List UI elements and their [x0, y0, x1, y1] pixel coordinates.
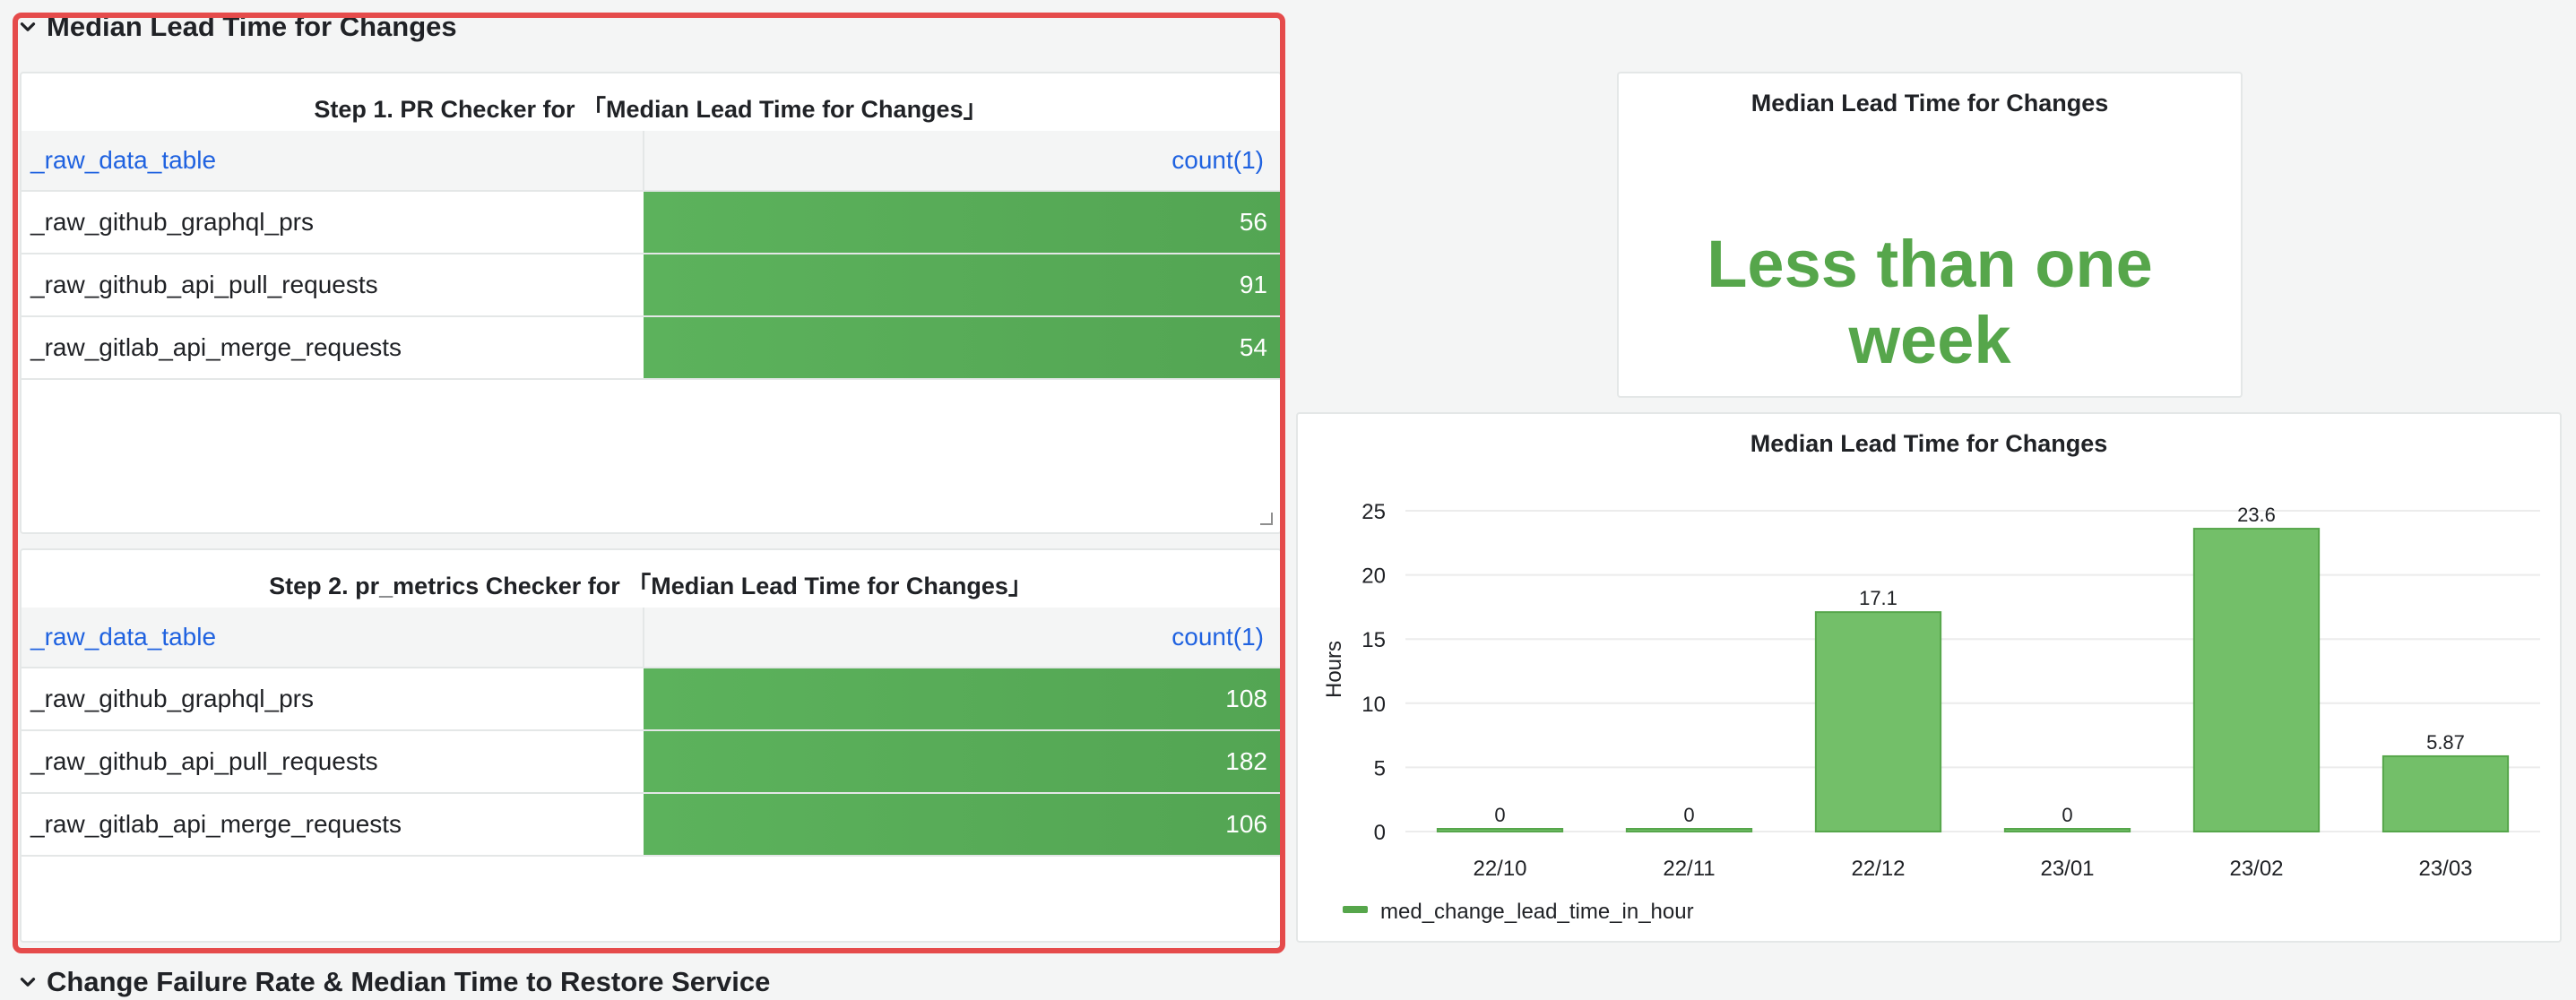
panel-title: Median Lead Time for Changes	[1750, 90, 2109, 116]
panel-title: Step 1. PR Checker for 「Median Lead Time…	[314, 96, 988, 123]
chart-panel: Median Lead Time for Changes 0 5 10 15 20 25 …	[1296, 412, 2562, 943]
cell-table-name: _raw_gitlab_api_merge_requests	[22, 793, 644, 857]
highlight-box	[13, 13, 1285, 953]
chart-bars: 0 0 17.1 0 23.6 5.87	[1436, 504, 2510, 832]
x-tick-label: 22/11	[1663, 857, 1715, 881]
cell-count: 182	[644, 730, 1280, 794]
y-tick-label: 5	[1374, 756, 1386, 780]
stat-panel: Median Lead Time for Changes Less than o…	[1617, 72, 2243, 398]
column-header-count[interactable]: count(1)	[643, 608, 1280, 668]
table-row: _raw_github_graphql_prs 56	[22, 191, 1280, 254]
bar[interactable]	[1625, 828, 1753, 832]
y-axis-label: Hours	[1322, 641, 1346, 698]
step2-table-panel: Step 2. pr_metrics Checker for 「Median L…	[20, 548, 1282, 943]
y-tick-label: 15	[1361, 628, 1386, 652]
table-row: _raw_github_api_pull_requests 182	[22, 730, 1280, 794]
row-toggle-failure-rate[interactable]: Change Failure Rate & Median Time to Res…	[16, 966, 770, 998]
row-title: Change Failure Rate & Median Time to Res…	[47, 966, 771, 997]
chart-grid	[1405, 510, 2540, 832]
cell-count: 56	[644, 191, 1280, 254]
column-header-count[interactable]: count(1)	[643, 131, 1280, 192]
cell-table-name: _raw_github_api_pull_requests	[22, 730, 644, 794]
cell-count: 54	[644, 316, 1280, 380]
y-tick-label: 20	[1361, 565, 1386, 589]
bar-value-label: 5.87	[2426, 731, 2465, 754]
cell-table-name: _raw_gitlab_api_merge_requests	[22, 316, 644, 380]
y-axis-ticks: 0 5 10 15 20 25	[1361, 500, 1386, 845]
resize-handle[interactable]	[1260, 513, 1273, 525]
chevron-down-icon	[20, 22, 36, 31]
bar[interactable]	[2003, 828, 2131, 832]
bar[interactable]	[1436, 828, 1564, 832]
panel-title: Median Lead Time for Changes	[1750, 430, 2108, 457]
bar-value-label: 23.6	[2237, 504, 2276, 526]
panel-title: Step 2. pr_metrics Checker for 「Median L…	[269, 573, 1033, 599]
column-header-table[interactable]: _raw_data_table	[22, 608, 644, 668]
x-tick-label: 22/12	[1851, 857, 1905, 881]
cell-table-name: _raw_github_graphql_prs	[22, 191, 644, 254]
stat-value: Less than one week	[1707, 227, 2153, 377]
cell-table-name: _raw_github_graphql_prs	[22, 668, 644, 731]
x-tick-label: 23/01	[2040, 857, 2094, 881]
x-tick-label: 23/03	[2418, 857, 2472, 881]
x-tick-label: 23/02	[2229, 857, 2283, 881]
y-tick-label: 10	[1361, 693, 1386, 717]
bar[interactable]	[1814, 611, 1942, 832]
bar-value-label: 0	[1683, 804, 1694, 826]
step1-table-panel: Step 1. PR Checker for 「Median Lead Time…	[20, 72, 1282, 534]
x-axis-ticks: 22/10 22/11 22/12 23/01 23/02 23/03	[1473, 857, 2472, 881]
data-table: _raw_data_table count(1) _raw_github_gra…	[22, 608, 1280, 857]
legend[interactable]: med_change_lead_time_in_hour	[1343, 900, 1694, 924]
table-row: _raw_github_graphql_prs 108	[22, 668, 1280, 731]
data-table: _raw_data_table count(1) _raw_github_gra…	[22, 131, 1280, 380]
bar[interactable]	[2382, 754, 2510, 832]
table-row: _raw_gitlab_api_merge_requests 106	[22, 793, 1280, 857]
legend-swatch	[1343, 906, 1368, 913]
legend-label[interactable]: med_change_lead_time_in_hour	[1380, 900, 1694, 924]
bar-value-label: 0	[1494, 804, 1505, 826]
bar-value-label: 0	[2062, 804, 2072, 826]
x-tick-label: 22/10	[1473, 857, 1526, 881]
y-tick-label: 25	[1361, 500, 1386, 524]
cell-table-name: _raw_github_api_pull_requests	[22, 254, 644, 317]
table-row: _raw_github_api_pull_requests 91	[22, 254, 1280, 317]
cell-count: 91	[644, 254, 1280, 317]
column-header-table[interactable]: _raw_data_table	[22, 131, 644, 192]
bar-value-label: 17.1	[1859, 587, 1897, 609]
cell-count: 106	[644, 793, 1280, 857]
table-row: _raw_gitlab_api_merge_requests 54	[22, 316, 1280, 380]
y-tick-label: 0	[1374, 821, 1386, 845]
bar[interactable]	[2192, 528, 2321, 832]
cell-count: 108	[644, 668, 1280, 731]
chevron-down-icon	[20, 978, 36, 987]
